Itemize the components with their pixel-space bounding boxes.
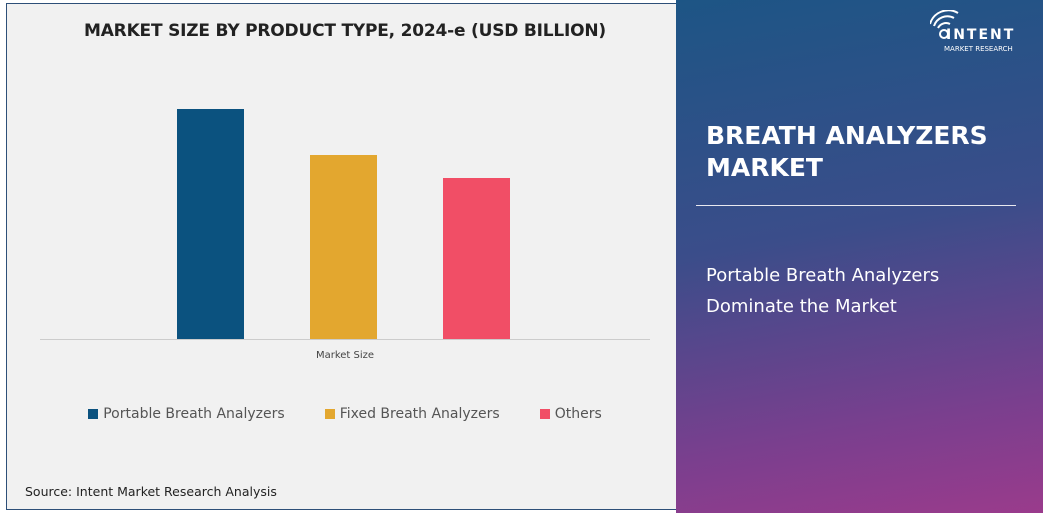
legend-label: Others <box>554 406 602 422</box>
legend-item: Portable Breath Analyzers <box>88 406 285 422</box>
bar-fixed-breath-analyzers <box>310 155 377 339</box>
source-note: Source: Intent Market Research Analysis <box>25 484 277 499</box>
legend-label: Portable Breath Analyzers <box>103 406 285 422</box>
legend-swatch <box>324 409 335 419</box>
bar-chart: Market Size <box>40 109 650 361</box>
legend-label: Fixed Breath Analyzers <box>339 406 500 422</box>
panel-heading: BREATH ANALYZERS MARKET <box>706 121 988 182</box>
signal-icon <box>930 10 959 39</box>
bar-portable-breath-analyzers <box>177 109 244 339</box>
legend-item: Others <box>539 406 602 422</box>
legend-item: Fixed Breath Analyzers <box>324 406 500 422</box>
info-panel <box>676 0 1043 513</box>
x-tick-label: Market Size <box>316 350 374 361</box>
divider <box>696 205 1016 206</box>
legend-swatch <box>539 409 550 419</box>
legend-swatch <box>88 409 99 419</box>
legend: Portable Breath Analyzers Fixed Breath An… <box>7 406 683 422</box>
chart-title: MARKET SIZE BY PRODUCT TYPE, 2024-e (USD… <box>84 21 606 41</box>
chart-panel: MARKET SIZE BY PRODUCT TYPE, 2024-e (USD… <box>6 3 682 510</box>
logo: INTENT MARKET RESEARCH <box>930 10 1030 60</box>
bar-others <box>443 178 510 339</box>
panel-subheading: Portable Breath Analyzers Dominate the M… <box>706 265 940 317</box>
